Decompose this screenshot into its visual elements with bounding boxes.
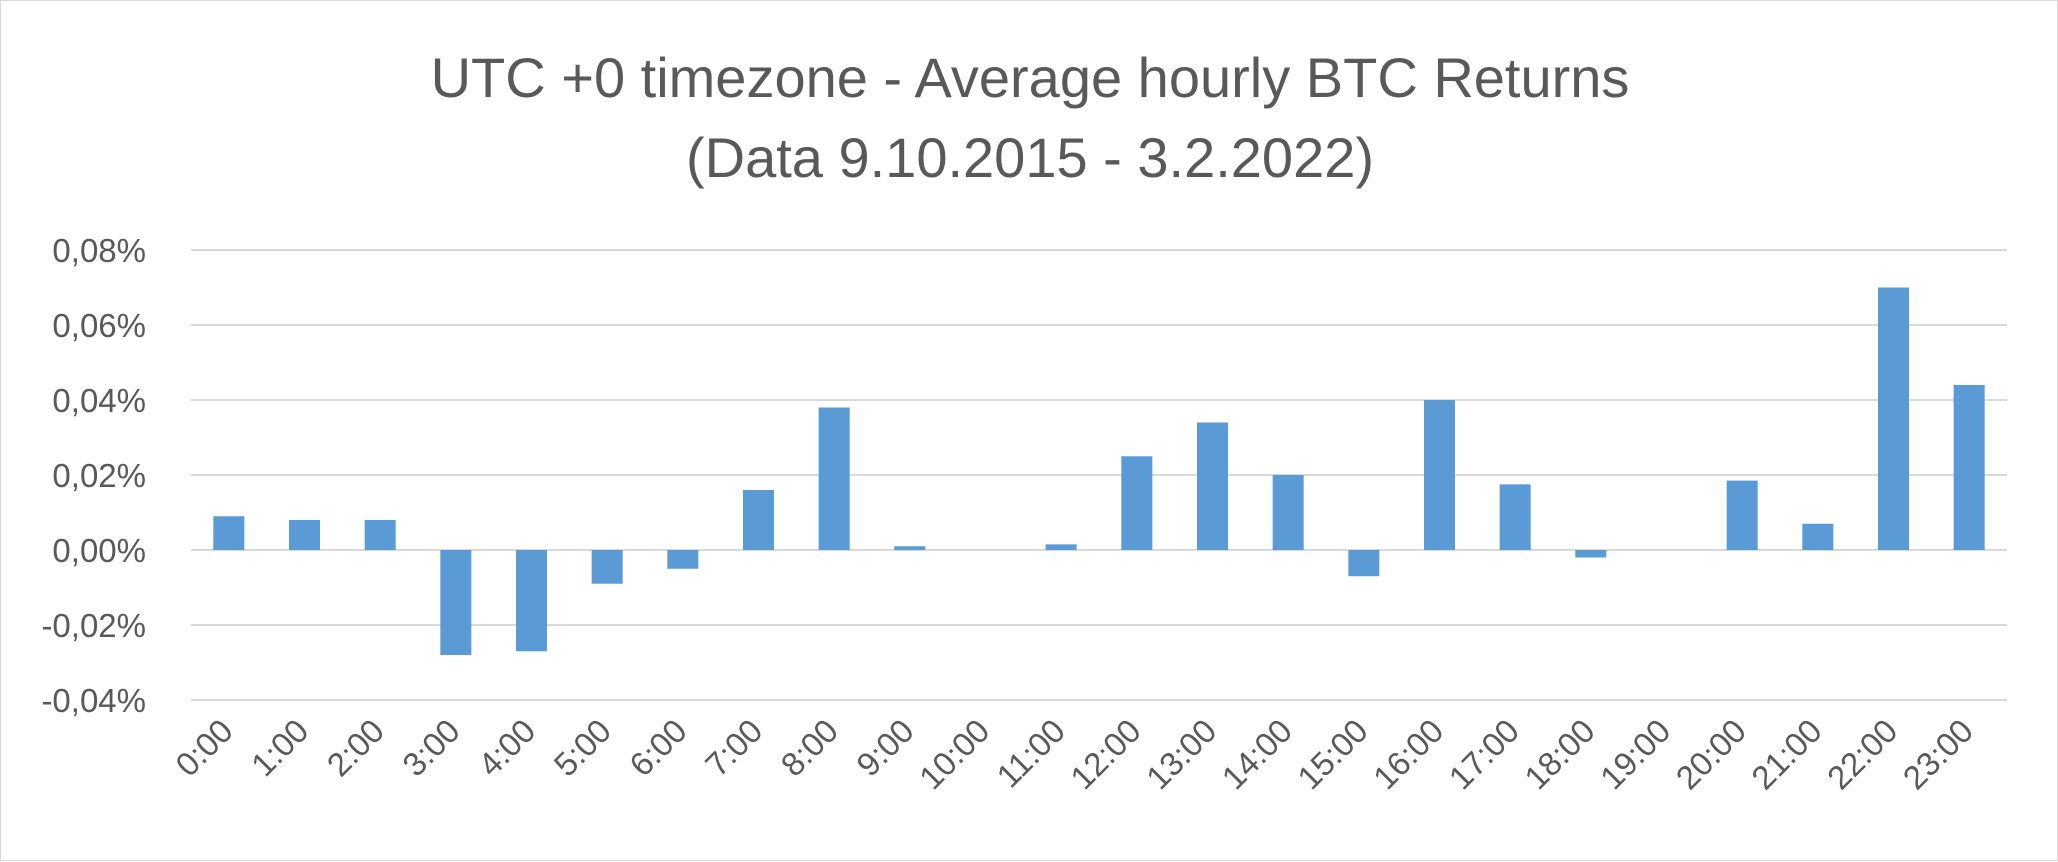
bar-13-00 [1196,422,1229,550]
x-tick-label: 6:00 [622,712,694,784]
bar-6-00 [667,550,699,569]
x-axis-tick-labels: 0:00 1:00 2:00 3:00 4:00 5:00 6:00 7:00 8:00 9:00… [168,712,1980,797]
y-tick-label: 0,06% [52,307,146,344]
bar-18-00 [1575,550,1607,558]
y-tick-label: 0,08% [52,232,146,269]
y-tick-label: -0,02% [41,607,146,644]
bar-14-00 [1272,475,1304,550]
chart-title-line-1: UTC +0 timezone - Average hourly BTC Ret… [431,46,1630,109]
x-tick-label: 23:00 [1896,712,1981,797]
bar-16-00 [1423,400,1456,550]
bar-11-00 [1045,544,1077,550]
y-axis-tick-labels: 0,08% 0,06% 0,04% 0,02% 0,00% -0,02% -0,04% [41,232,146,719]
x-tick-label: 12:00 [1063,712,1148,797]
x-tick-label: 15:00 [1290,712,1375,797]
x-tick-label: 22:00 [1820,712,1905,797]
y-tick-label: 0,04% [52,382,146,419]
x-tick-label: 8:00 [774,712,846,784]
bar-8-00 [818,407,850,550]
bar-15-00 [1348,550,1380,577]
bar-7-00 [742,490,775,550]
bars [213,287,1985,655]
bar-23-00 [1953,385,1985,550]
bar-21-00 [1802,523,1834,550]
gridlines [191,249,2007,701]
y-tick-label: -0,04% [41,682,146,719]
x-tick-label: 17:00 [1442,712,1527,797]
x-tick-label: 5:00 [547,712,619,784]
x-tick-label: 1:00 [244,712,316,784]
chart-title-line-2: (Data 9.10.2015 - 3.2.2022) [686,126,1374,189]
bar-9-00 [894,546,926,550]
y-tick-label: 0,00% [52,532,146,569]
x-tick-label: 19:00 [1593,712,1678,797]
bar-22-00 [1877,287,1910,550]
x-tick-label: 13:00 [1139,712,1224,797]
bar-17-00 [1499,484,1531,550]
x-tick-label: 0:00 [168,712,240,784]
bar-1-00 [288,520,321,550]
x-tick-label: 14:00 [1215,712,1300,797]
x-tick-label: 7:00 [698,712,770,784]
x-tick-label: 16:00 [1366,712,1451,797]
x-tick-label: 18:00 [1517,712,1602,797]
chart-title: UTC +0 timezone - Average hourly BTC Ret… [431,46,1630,189]
bar-12-00 [1121,456,1153,550]
bar-3-00 [440,550,472,655]
bar-2-00 [364,520,396,550]
x-tick-label: 3:00 [395,712,467,784]
x-tick-label: 11:00 [989,712,1072,795]
x-tick-label: 20:00 [1669,712,1754,797]
y-tick-label: 0,02% [52,457,146,494]
bar-20-00 [1726,480,1758,550]
bar-5-00 [591,550,623,584]
x-tick-label: 10:00 [912,712,997,797]
x-tick-label: 21:00 [1744,712,1829,797]
bar-4-00 [515,550,548,652]
x-tick-label: 9:00 [849,712,921,784]
x-tick-label: 2:00 [320,712,392,784]
bar-0-00 [213,516,245,550]
x-tick-label: 4:00 [471,712,543,784]
